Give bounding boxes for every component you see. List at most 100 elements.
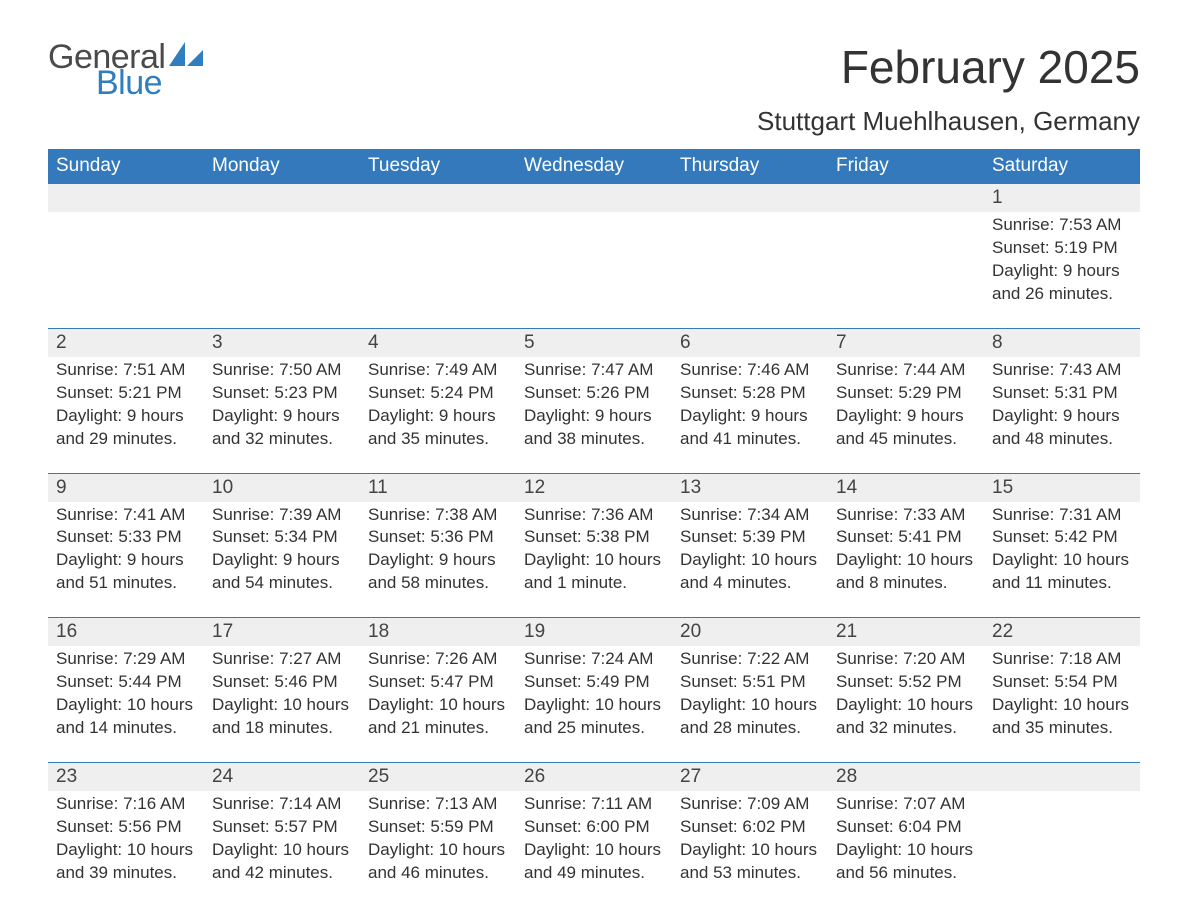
- day-cell: Sunrise: 7:18 AMSunset: 5:54 PMDaylight:…: [984, 646, 1140, 740]
- day-number-row: 9101112131415: [48, 473, 1140, 502]
- day-detail-line: Sunset: 5:39 PM: [680, 526, 822, 549]
- day-detail-line: Daylight: 10 hours: [992, 694, 1134, 717]
- day-number: 6: [672, 329, 828, 357]
- day-cell: Sunrise: 7:33 AMSunset: 5:41 PMDaylight:…: [828, 502, 984, 596]
- day-cell: Sunrise: 7:43 AMSunset: 5:31 PMDaylight:…: [984, 357, 1140, 451]
- day-number: 23: [48, 763, 204, 791]
- day-detail-line: and 53 minutes.: [680, 862, 822, 885]
- day-number: 13: [672, 474, 828, 502]
- day-detail-line: and 56 minutes.: [836, 862, 978, 885]
- day-detail-line: Daylight: 9 hours: [524, 405, 666, 428]
- column-header: Tuesday: [360, 149, 516, 184]
- day-detail-line: Daylight: 10 hours: [680, 549, 822, 572]
- day-detail-line: Daylight: 9 hours: [212, 405, 354, 428]
- day-detail-line: Sunset: 6:00 PM: [524, 816, 666, 839]
- day-detail-line: Sunrise: 7:34 AM: [680, 504, 822, 527]
- week-details-row: Sunrise: 7:53 AMSunset: 5:19 PMDaylight:…: [48, 212, 1140, 306]
- day-detail-line: Daylight: 10 hours: [368, 694, 510, 717]
- day-detail-line: Daylight: 10 hours: [680, 839, 822, 862]
- week-details-row: Sunrise: 7:16 AMSunset: 5:56 PMDaylight:…: [48, 791, 1140, 885]
- day-detail-line: Sunset: 5:21 PM: [56, 382, 198, 405]
- day-detail-line: and 41 minutes.: [680, 428, 822, 451]
- day-detail-line: Sunset: 5:29 PM: [836, 382, 978, 405]
- day-detail-line: Sunrise: 7:41 AM: [56, 504, 198, 527]
- day-cell: [204, 212, 360, 306]
- day-number: [672, 184, 828, 212]
- day-number: 3: [204, 329, 360, 357]
- day-number: [204, 184, 360, 212]
- day-number: 26: [516, 763, 672, 791]
- day-detail-line: and 51 minutes.: [56, 572, 198, 595]
- day-cell: Sunrise: 7:22 AMSunset: 5:51 PMDaylight:…: [672, 646, 828, 740]
- day-number: [360, 184, 516, 212]
- day-detail-line: Daylight: 10 hours: [524, 694, 666, 717]
- day-number-row: 2345678: [48, 328, 1140, 357]
- day-detail-line: Daylight: 9 hours: [56, 405, 198, 428]
- day-detail-line: Daylight: 9 hours: [212, 549, 354, 572]
- day-cell: Sunrise: 7:34 AMSunset: 5:39 PMDaylight:…: [672, 502, 828, 596]
- day-cell: [516, 212, 672, 306]
- week-gap: [48, 451, 1140, 473]
- day-detail-line: Daylight: 9 hours: [368, 549, 510, 572]
- day-detail-line: Daylight: 10 hours: [836, 694, 978, 717]
- day-number: [48, 184, 204, 212]
- column-header: Thursday: [672, 149, 828, 184]
- day-detail-line: and 38 minutes.: [524, 428, 666, 451]
- day-cell: Sunrise: 7:07 AMSunset: 6:04 PMDaylight:…: [828, 791, 984, 885]
- column-header: Saturday: [984, 149, 1140, 184]
- day-detail-line: Sunrise: 7:18 AM: [992, 648, 1134, 671]
- day-number: [516, 184, 672, 212]
- day-detail-line: Sunrise: 7:38 AM: [368, 504, 510, 527]
- day-cell: Sunrise: 7:49 AMSunset: 5:24 PMDaylight:…: [360, 357, 516, 451]
- day-cell: Sunrise: 7:11 AMSunset: 6:00 PMDaylight:…: [516, 791, 672, 885]
- day-number-row: 232425262728: [48, 762, 1140, 791]
- day-detail-line: Sunset: 5:47 PM: [368, 671, 510, 694]
- day-number: 1: [984, 184, 1140, 212]
- day-detail-line: Sunset: 6:02 PM: [680, 816, 822, 839]
- day-detail-line: Sunrise: 7:09 AM: [680, 793, 822, 816]
- day-detail-line: Daylight: 9 hours: [680, 405, 822, 428]
- day-cell: [828, 212, 984, 306]
- day-detail-line: and 28 minutes.: [680, 717, 822, 740]
- day-cell: [984, 791, 1140, 885]
- day-cell: Sunrise: 7:13 AMSunset: 5:59 PMDaylight:…: [360, 791, 516, 885]
- day-cell: Sunrise: 7:27 AMSunset: 5:46 PMDaylight:…: [204, 646, 360, 740]
- day-detail-line: Sunset: 5:19 PM: [992, 237, 1134, 260]
- day-detail-line: Sunset: 5:49 PM: [524, 671, 666, 694]
- day-detail-line: Sunset: 5:24 PM: [368, 382, 510, 405]
- day-detail-line: Sunrise: 7:36 AM: [524, 504, 666, 527]
- day-number: 11: [360, 474, 516, 502]
- day-number: [828, 184, 984, 212]
- day-detail-line: Daylight: 10 hours: [368, 839, 510, 862]
- day-detail-line: Sunrise: 7:33 AM: [836, 504, 978, 527]
- day-number: 21: [828, 618, 984, 646]
- day-detail-line: and 45 minutes.: [836, 428, 978, 451]
- day-detail-line: Sunset: 5:51 PM: [680, 671, 822, 694]
- day-detail-line: Sunset: 5:42 PM: [992, 526, 1134, 549]
- day-number: 8: [984, 329, 1140, 357]
- day-detail-line: and 32 minutes.: [836, 717, 978, 740]
- day-detail-line: and 11 minutes.: [992, 572, 1134, 595]
- day-detail-line: Sunrise: 7:16 AM: [56, 793, 198, 816]
- day-number: 27: [672, 763, 828, 791]
- day-detail-line: and 46 minutes.: [368, 862, 510, 885]
- day-detail-line: Daylight: 10 hours: [524, 549, 666, 572]
- week-details-row: Sunrise: 7:29 AMSunset: 5:44 PMDaylight:…: [48, 646, 1140, 740]
- day-number: [984, 763, 1140, 791]
- day-detail-line: and 18 minutes.: [212, 717, 354, 740]
- logo: General Blue: [48, 40, 203, 100]
- day-number-row: 16171819202122: [48, 617, 1140, 646]
- week-gap: [48, 740, 1140, 762]
- day-number: 24: [204, 763, 360, 791]
- day-detail-line: Sunrise: 7:53 AM: [992, 214, 1134, 237]
- day-detail-line: and 21 minutes.: [368, 717, 510, 740]
- day-detail-line: Daylight: 10 hours: [992, 549, 1134, 572]
- day-detail-line: Sunrise: 7:39 AM: [212, 504, 354, 527]
- day-cell: Sunrise: 7:39 AMSunset: 5:34 PMDaylight:…: [204, 502, 360, 596]
- day-detail-line: Sunrise: 7:24 AM: [524, 648, 666, 671]
- day-detail-line: Daylight: 10 hours: [836, 839, 978, 862]
- week-details-row: Sunrise: 7:41 AMSunset: 5:33 PMDaylight:…: [48, 502, 1140, 596]
- day-number: 18: [360, 618, 516, 646]
- calendar: SundayMondayTuesdayWednesdayThursdayFrid…: [48, 149, 1140, 885]
- day-cell: Sunrise: 7:44 AMSunset: 5:29 PMDaylight:…: [828, 357, 984, 451]
